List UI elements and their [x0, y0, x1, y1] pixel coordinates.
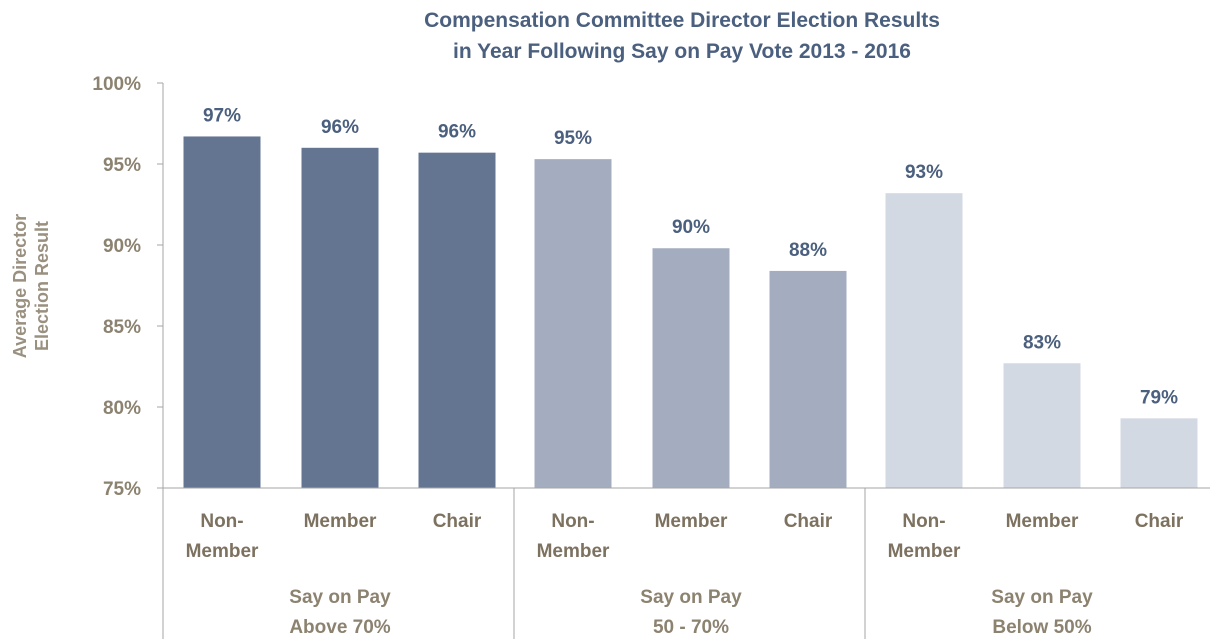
y-tick-label: 80%: [103, 398, 141, 419]
bar: [1003, 363, 1081, 488]
bar: [885, 193, 963, 488]
data-label: 79%: [1140, 387, 1178, 408]
bar: [418, 152, 496, 488]
bar: [769, 270, 847, 488]
y-tick-label: 85%: [103, 317, 141, 338]
data-label: 96%: [438, 122, 476, 143]
x-category-label: Chair: [784, 511, 833, 532]
data-label: 83%: [1023, 332, 1061, 353]
bar: [183, 136, 261, 488]
x-group-label: Say on Pay: [640, 587, 742, 608]
chart-title-line: in Year Following Say on Pay Vote 2013 -…: [453, 40, 911, 63]
x-group-label: Say on Pay: [991, 587, 1093, 608]
bar: [652, 248, 730, 488]
data-label: 93%: [905, 162, 943, 183]
data-label: 90%: [672, 217, 710, 238]
y-tick-label: 95%: [103, 155, 141, 176]
chart-title: Compensation Committee Director Election…: [424, 9, 940, 63]
y-tick-label: 90%: [103, 236, 141, 257]
x-category-label: Member: [655, 511, 728, 532]
x-axis: Non- Member Member Chair Say on Pay Above 70%…: [162, 487, 1210, 639]
y-tick-label: 75%: [103, 479, 141, 500]
x-category-label: Chair: [1135, 511, 1184, 532]
x-category-label: Member: [888, 541, 961, 562]
y-tick-label: 100%: [92, 74, 141, 95]
data-label: 88%: [789, 240, 827, 261]
x-category-label: Member: [304, 511, 377, 532]
bar: [534, 159, 612, 488]
bar: [1120, 418, 1198, 488]
bar: [301, 147, 379, 489]
y-axis-label-line: Election Result: [32, 221, 52, 351]
x-category-label: Non-: [551, 511, 594, 532]
x-group-label: 50 - 70%: [653, 617, 729, 638]
y-axis-label: Average Director Election Result: [10, 214, 52, 358]
x-category-label: Member: [1006, 511, 1079, 532]
data-label: 96%: [321, 117, 359, 138]
x-category-label: Non-: [902, 511, 945, 532]
data-label: 97%: [203, 105, 241, 126]
x-group-label: Say on Pay: [289, 587, 391, 608]
data-label: 95%: [554, 128, 592, 149]
x-category-label: Non-: [200, 511, 243, 532]
y-axis: 75% 80% 85% 90% 95% 100%: [92, 74, 164, 500]
y-axis-label-line: Average Director: [10, 214, 30, 358]
chart-title-line: Compensation Committee Director Election…: [424, 9, 940, 32]
bars: 97% 96% 96% 95% 90% 88% 93% 83% 79%: [183, 105, 1198, 489]
x-category-label: Chair: [433, 511, 482, 532]
x-category-label: Member: [186, 541, 259, 562]
x-group-label: Below 50%: [992, 617, 1091, 638]
x-category-label: Member: [537, 541, 610, 562]
x-group-label: Above 70%: [289, 617, 390, 638]
